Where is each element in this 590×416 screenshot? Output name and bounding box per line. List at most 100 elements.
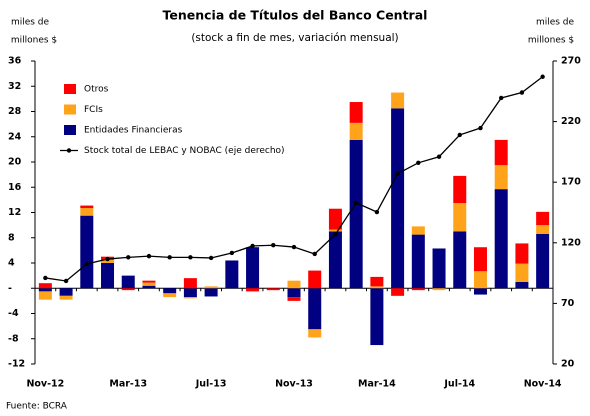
y-tick-label: 28: [8, 106, 22, 117]
bar-segment: [536, 233, 550, 289]
bar-segment: [308, 288, 322, 330]
x-tick-label: Mar-13: [109, 379, 147, 390]
y2-tick-label: 120: [561, 237, 581, 248]
stock-point: [271, 243, 276, 248]
legend-label: Stock total de LEBAC y NOBAC (eje derech…: [84, 146, 285, 156]
bar-segment: [328, 231, 342, 289]
legend-label: Otros: [84, 85, 109, 95]
stock-point: [540, 74, 545, 79]
y2-tick-label: 170: [561, 177, 581, 188]
bar-segment: [411, 234, 425, 289]
bar-segment: [287, 297, 301, 301]
stock-point: [229, 250, 235, 256]
bar-segment: [494, 165, 508, 190]
bar-segment: [101, 263, 115, 289]
bar-segment: [411, 226, 425, 235]
bar-segment: [80, 208, 94, 216]
stock-point: [416, 160, 421, 166]
stock-point: [208, 255, 214, 261]
stock-point: [84, 261, 90, 267]
bar-segment: [391, 92, 405, 109]
bar-segment: [494, 189, 508, 289]
y-tick-label: 16: [8, 182, 22, 193]
legend-marker: [66, 148, 72, 153]
x-tick-label: Jul-13: [195, 379, 227, 390]
bar-segment: [349, 139, 363, 289]
chart-title: Tenencia de Títulos del Banco Central: [163, 8, 428, 23]
stock-point: [126, 255, 131, 260]
bar-segment: [287, 288, 301, 298]
stock-point: [167, 255, 172, 260]
y2-tick-label: 270: [561, 56, 581, 67]
bar-segment: [453, 203, 467, 232]
stock-point: [105, 256, 110, 262]
bar-segment: [121, 288, 135, 291]
stock-point: [291, 244, 297, 250]
stock-point: [353, 200, 359, 206]
bar-segment: [328, 229, 342, 232]
y-tick-label: 12: [8, 207, 21, 218]
bar-segment: [391, 108, 405, 289]
bar-segment: [183, 278, 197, 289]
stock-point: [395, 171, 400, 176]
stock-point: [146, 253, 152, 259]
bar-segment: [183, 297, 197, 299]
legend-label: FCIs: [84, 105, 103, 115]
y-tick-label: 20: [8, 157, 22, 168]
bar-segment: [225, 260, 239, 289]
bar-segment: [163, 293, 177, 298]
x-tick-label: Nov-13: [275, 379, 313, 390]
y-tick-label: 4: [8, 258, 15, 269]
bar-segment: [411, 288, 425, 291]
bar-segment: [246, 247, 260, 289]
y2-tick-label: 70: [561, 298, 575, 309]
stock-point: [188, 255, 193, 260]
legend-swatch: [64, 104, 76, 115]
bar-segment: [515, 281, 529, 289]
y-tick-label: 8: [8, 232, 15, 243]
x-tick-label: Nov-14: [524, 379, 562, 390]
y-tick-label: -8: [8, 333, 19, 344]
bar-segment: [59, 295, 73, 300]
bar-segment: [473, 247, 487, 272]
x-tick-label: Mar-14: [358, 379, 396, 390]
bar-segment: [121, 275, 135, 289]
bar-segment: [142, 282, 156, 286]
y-axis-label: millones $: [11, 36, 57, 46]
bar-segment: [370, 276, 384, 287]
stock-point: [250, 243, 255, 249]
bar-segment: [183, 288, 197, 298]
bar-segment: [536, 211, 550, 226]
stock-line: [45, 76, 544, 282]
y-tick-label: 32: [8, 81, 21, 92]
bar-segment: [142, 280, 156, 283]
y2-tick-label: 20: [561, 359, 575, 370]
bar-segment: [80, 205, 94, 209]
bar-segment: [38, 283, 52, 289]
legend-swatch: [64, 125, 76, 135]
stock-point: [333, 232, 338, 237]
stock-point: [478, 125, 483, 131]
bar-segment: [494, 139, 508, 166]
x-tick-label: Nov-12: [26, 379, 64, 390]
stock-point: [63, 278, 69, 284]
bar-segment: [349, 102, 363, 123]
source-note: Fuente: BCRA: [6, 402, 68, 412]
bar-segment: [287, 280, 301, 289]
legend-swatch: [64, 84, 76, 94]
bar-segment: [59, 288, 73, 296]
stock-point: [312, 251, 317, 257]
stock-point: [43, 275, 48, 281]
bar-segment: [101, 259, 115, 263]
bar-segment: [370, 288, 384, 346]
bar-segment: [246, 288, 260, 292]
bar-segment: [142, 285, 156, 289]
chart-subtitle: (stock a fin de mes, variación mensual): [191, 32, 398, 44]
bar-segment: [515, 243, 529, 264]
bar-segment: [38, 291, 52, 300]
stock-point: [436, 154, 442, 159]
bar-segment: [266, 288, 280, 291]
y2-tick-label: 220: [561, 116, 581, 127]
bar-segment: [349, 122, 363, 140]
bar-segment: [308, 329, 322, 338]
